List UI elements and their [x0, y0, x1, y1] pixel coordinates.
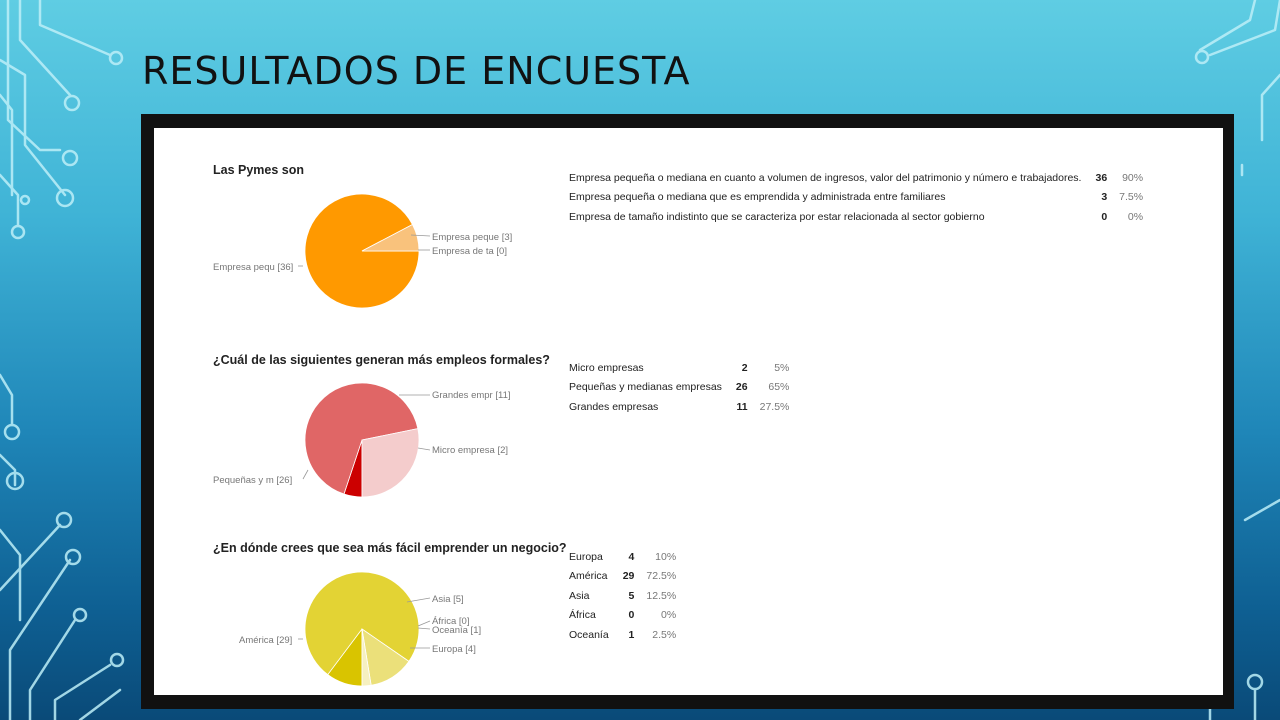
pie-chart-3: Asia [5] África [0] Oceanía [1] Europa […	[239, 571, 481, 687]
table-row: Empresa pequeña o mediana en cuanto a vo…	[569, 168, 1143, 188]
pie-label: América [29]	[239, 635, 292, 646]
stats-table-3: Europa 4 10% América 29 72.5% Asia 5 12.5% Áfr…	[569, 547, 676, 645]
leader-line	[417, 627, 431, 630]
table-cell-percent: 0%	[1127, 210, 1144, 223]
pie-slice	[304, 382, 419, 495]
question-title-3: ¿En dónde crees que sea más fácil empren…	[213, 541, 567, 555]
table-cell-label: Pequeñas y medianas empresas	[569, 381, 722, 394]
pie-label: Empresa pequ [36]	[213, 262, 293, 273]
pie-label: Micro empresa [2]	[432, 445, 508, 456]
table-cell-label: Grandes empresas	[569, 400, 659, 413]
pie-label: Asia [5]	[432, 594, 464, 605]
pie-slice	[304, 571, 420, 676]
table-cell-percent: 72.5%	[646, 570, 677, 583]
table-cell-percent: 12.5%	[646, 589, 677, 602]
pie-chart-1: Empresa peque [3] Empresa de ta [0] Empr…	[213, 193, 512, 309]
table-cell-percent: 2.5%	[652, 628, 677, 641]
table-row: Grandes empresas 11 27.5%	[569, 397, 789, 417]
pie-label: Oceanía [1]	[432, 625, 481, 636]
table-cell-count: 11	[736, 400, 748, 413]
table-cell-label: Empresa pequeña o mediana en cuanto a vo…	[569, 171, 1082, 184]
leader-line	[410, 234, 431, 237]
question-title-2: ¿Cuál de las siguientes generan más empl…	[213, 353, 550, 367]
table-cell-label: Empresa de tamaño indistinto que se cara…	[569, 210, 985, 223]
stats-table-2: Micro empresas 2 5% Pequeñas y medianas em…	[569, 358, 789, 417]
table-cell-label: Empresa pequeña o mediana que es emprend…	[569, 191, 946, 204]
table-row: Oceanía 1 2.5%	[569, 625, 676, 645]
pie-label: Grandes empr [11]	[432, 390, 511, 401]
screenshot-frame: Las Pymes son Empresa peque [3] Empresa …	[141, 114, 1234, 709]
table-cell-count: 1	[628, 628, 635, 641]
table-cell-count: 5	[628, 589, 635, 602]
pie-chart-2: Grandes empr [11] Micro empresa [2] Pequ…	[213, 382, 511, 498]
slide-title: RESULTADOS DE ENCUESTA	[142, 49, 691, 93]
table-cell-label: Oceanía	[569, 628, 609, 641]
pie-label: África [0]	[432, 616, 470, 627]
table-row: Asia 5 12.5%	[569, 586, 676, 606]
table-cell-percent: 10%	[655, 550, 677, 563]
stats-table-1: Empresa pequeña o mediana en cuanto a vo…	[569, 168, 1143, 227]
table-cell-label: África	[569, 609, 596, 622]
table-cell-percent: 0%	[660, 609, 677, 622]
table-cell-label: Micro empresas	[569, 361, 644, 374]
table-cell-label: América	[569, 570, 608, 583]
table-row: África 0 0%	[569, 606, 676, 626]
pie-slice	[361, 628, 372, 687]
table-cell-percent: 5%	[774, 361, 790, 374]
pie-label: Empresa de ta [0]	[432, 246, 507, 257]
table-row: Micro empresas 2 5%	[569, 358, 789, 378]
table-cell-percent: 27.5%	[759, 400, 790, 413]
pie-label: Empresa peque [3]	[432, 232, 512, 243]
table-row: Pequeñas y medianas empresas 26 65%	[569, 378, 789, 398]
leader-line	[417, 620, 431, 627]
pie-label: Europa [4]	[432, 644, 476, 655]
table-cell-percent: 90%	[1122, 171, 1144, 184]
table-cell-percent: 7.5%	[1119, 191, 1144, 204]
table-cell-percent: 65%	[768, 381, 790, 394]
table-row: Empresa pequeña o mediana que es emprend…	[569, 188, 1143, 208]
table-cell-count: 29	[622, 570, 635, 583]
table-cell-count: 0	[628, 609, 635, 622]
leader-line	[302, 469, 309, 480]
table-cell-count: 4	[628, 550, 635, 563]
table-cell-label: Asia	[569, 589, 590, 602]
table-row: Europa 4 10%	[569, 547, 676, 567]
survey-results-panel: Las Pymes son Empresa peque [3] Empresa …	[154, 128, 1223, 695]
table-cell-count: 0	[1101, 210, 1108, 223]
table-row: América 29 72.5%	[569, 567, 676, 587]
pie-label: Pequeñas y m [26]	[213, 475, 292, 486]
table-cell-count: 26	[735, 381, 748, 394]
table-cell-count: 3	[1101, 191, 1108, 204]
question-title-1: Las Pymes son	[213, 163, 305, 177]
table-row: Empresa de tamaño indistinto que se cara…	[569, 207, 1143, 227]
table-cell-label: Europa	[569, 550, 603, 563]
pie-slice	[361, 223, 420, 252]
table-cell-count: 2	[741, 361, 748, 374]
leader-line	[417, 447, 431, 451]
table-cell-count: 36	[1095, 171, 1108, 184]
pie-slice	[361, 428, 420, 498]
leader-line	[406, 597, 431, 603]
